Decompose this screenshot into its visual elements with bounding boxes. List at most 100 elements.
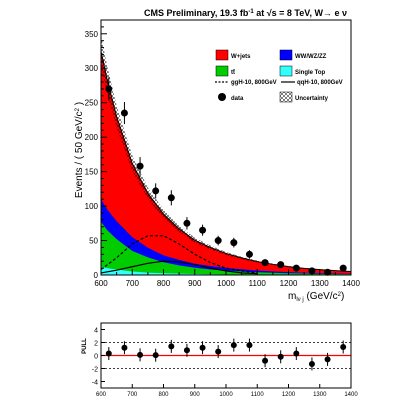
pull-y-axis-title: PULL xyxy=(82,338,88,354)
signal-curves xyxy=(100,235,258,275)
stack-area-ww-wz-zz xyxy=(101,199,351,275)
signal-curve-ggh xyxy=(100,235,258,274)
signal-curve-qqh xyxy=(100,260,258,275)
legend-label-diboson: WW/WZ/ZZ xyxy=(295,54,327,60)
main-y-tick-label: 150 xyxy=(85,168,99,177)
legend-label-data: data xyxy=(231,96,244,102)
main-plot-area: 600 700 800 900 1000 1100 1200 1300 1400 0 50 100 1… xyxy=(85,19,360,288)
main-x-tick-label: 1100 xyxy=(249,279,267,288)
data-point xyxy=(324,268,332,276)
main-x-tick-label: 1300 xyxy=(311,279,329,288)
legend-label-singletop: Single Top xyxy=(295,70,326,76)
pull-x-tick-label: 1200 xyxy=(282,392,296,398)
main-x-tick-label: 700 xyxy=(126,279,140,288)
main-y-tick-label: 350 xyxy=(85,30,99,39)
legend-swatch-ttbar xyxy=(215,65,229,77)
data-point xyxy=(136,162,144,170)
pull-point xyxy=(340,344,347,351)
legend-label-qqh: qqH-10, 800GeV xyxy=(297,80,343,86)
pull-point xyxy=(246,342,253,349)
main-y-tick-label: 250 xyxy=(85,99,99,108)
legend-swatch-uncertainty xyxy=(279,91,293,103)
pull-plot-area: 600 700 800 900 1000 1100 1200 1300 1400 -4 -2 0 2 4… xyxy=(82,322,358,398)
pull-x-tick-label: 1000 xyxy=(219,392,233,398)
main-y-axis: 0 50 100 150 200 250 300 350 xyxy=(85,26,107,280)
pull-point xyxy=(152,352,159,359)
stack-area-tt- xyxy=(101,221,351,275)
pull-x-tick-label: 900 xyxy=(190,392,201,398)
pull-point xyxy=(121,344,128,351)
chart-title: CMS Preliminary, 19.3 fb-1 at √s = 8 TeV… xyxy=(144,8,347,18)
legend-swatch-singletop xyxy=(279,65,293,77)
legend-label-wjets: W+jets xyxy=(231,54,251,60)
pull-point xyxy=(324,356,331,363)
pull-point xyxy=(308,360,315,367)
legend-swatch-wjets xyxy=(215,49,229,61)
legend: W+jets WW/WZ/ZZ tt̄ Single Top ggH-10, 8… xyxy=(215,49,343,103)
pull-point xyxy=(137,351,144,358)
pull-points xyxy=(105,338,347,371)
main-y-axis-title: Events / ( 50 GeV/c2 ) xyxy=(74,102,85,198)
pull-point xyxy=(105,350,112,357)
pull-y-tick-label: -4 xyxy=(92,380,98,387)
main-x-axis: 600 700 800 900 1000 1100 1200 1300 1400 xyxy=(94,269,360,288)
pull-y-tick-label: -2 xyxy=(92,367,98,374)
pull-x-tick-label: 700 xyxy=(127,392,138,398)
stack-area-w-jets xyxy=(101,51,351,275)
uncertainty-band xyxy=(101,35,351,272)
legend-label-ttbar: tt̄ xyxy=(231,69,235,76)
stack-area-single-top xyxy=(101,266,351,275)
pull-point xyxy=(230,342,237,349)
uncertainty-hatch xyxy=(101,35,351,272)
data-point xyxy=(245,250,253,258)
main-x-tick-label: 1400 xyxy=(342,279,360,288)
legend-swatch-diboson xyxy=(279,49,293,61)
pull-x-tick-label: 600 xyxy=(96,392,107,398)
pull-x-axis: 600 700 800 900 1000 1100 1200 1300 1400 xyxy=(96,384,358,398)
data-point xyxy=(277,261,285,269)
data-point xyxy=(105,85,113,93)
data-point xyxy=(167,194,175,202)
main-x-tick-label: 900 xyxy=(188,279,202,288)
main-y-tick-label: 100 xyxy=(85,202,99,211)
pull-point xyxy=(277,353,284,360)
pull-point xyxy=(199,344,206,351)
data-point xyxy=(152,187,160,195)
pull-y-tick-label: 4 xyxy=(94,328,98,335)
main-y-tick-label: 200 xyxy=(85,133,99,142)
pull-y-axis: -4 -2 0 2 4 xyxy=(92,328,105,387)
legend-label-ggh: ggH-10, 800GeV xyxy=(231,80,277,86)
main-x-axis-title: mlν j (GeV/c2) xyxy=(288,291,344,303)
main-y-tick-label: 50 xyxy=(89,237,98,246)
data-points xyxy=(105,77,347,276)
data-point xyxy=(261,259,269,267)
legend-label-uncertainty: Uncertainty xyxy=(295,96,329,102)
data-point xyxy=(183,219,191,227)
pull-y-tick-label: 0 xyxy=(94,354,98,361)
main-y-tick-label: 0 xyxy=(94,271,99,280)
data-point xyxy=(120,109,128,117)
pull-y-tick-label: 2 xyxy=(94,341,98,348)
data-point xyxy=(292,264,300,272)
data-point xyxy=(214,237,222,245)
main-x-tick-label: 600 xyxy=(94,279,108,288)
pull-point xyxy=(183,347,190,354)
data-point xyxy=(199,226,207,234)
pull-point xyxy=(168,343,175,350)
pull-x-tick-label: 1300 xyxy=(313,392,327,398)
pull-point xyxy=(262,357,269,364)
main-y-tick-label: 300 xyxy=(85,64,99,73)
pull-point xyxy=(215,348,222,355)
main-x-tick-label: 800 xyxy=(157,279,171,288)
data-point xyxy=(339,264,347,272)
data-point xyxy=(230,239,238,247)
main-x-tick-label: 1000 xyxy=(217,279,235,288)
pull-x-tick-label: 1400 xyxy=(344,392,358,398)
main-x-tick-label: 1200 xyxy=(280,279,298,288)
data-point xyxy=(308,267,316,275)
pull-x-tick-label: 800 xyxy=(158,392,169,398)
pull-point xyxy=(293,350,300,357)
pull-x-tick-label: 1100 xyxy=(251,392,265,398)
legend-marker-data xyxy=(218,93,226,101)
